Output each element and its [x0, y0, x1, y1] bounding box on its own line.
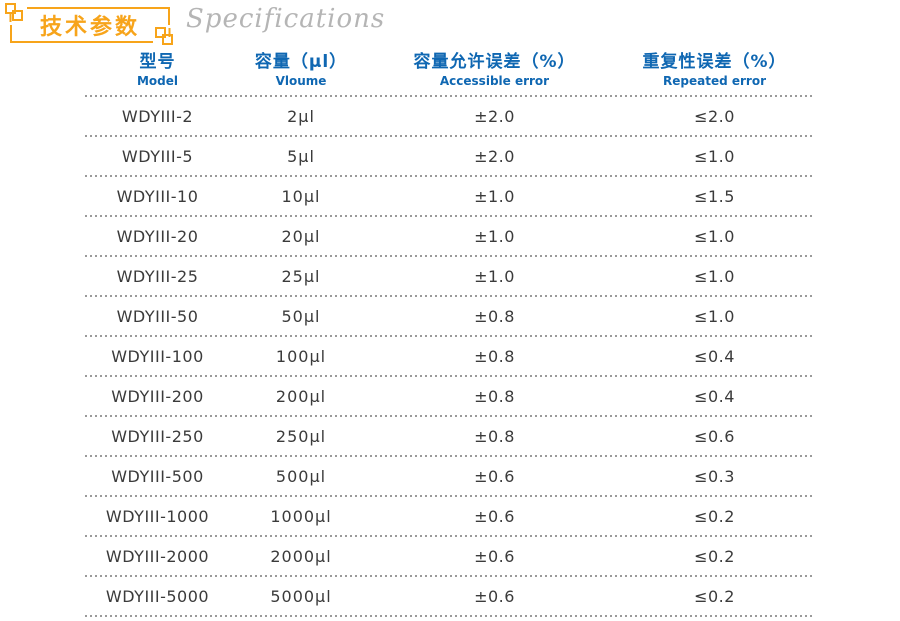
table-row: WDYIII-20 20μl ±1.0 ≤1.0 [85, 217, 812, 255]
column-header-model: 型号 Model [85, 47, 230, 88]
cell-model: WDYIII-500 [111, 466, 204, 486]
cell-repeat: ≤0.2 [694, 586, 735, 606]
fret-corner-icon [3, 1, 27, 25]
cell-tolerance: ±0.8 [474, 306, 515, 326]
table-row: WDYIII-250 250μl ±0.8 ≤0.6 [85, 417, 812, 455]
cell-volume: 500μl [275, 466, 327, 486]
section-title-badge: 技术参数 [3, 1, 177, 49]
cell-volume: 2μl [287, 106, 315, 126]
row-divider [85, 455, 812, 457]
row-divider [85, 575, 812, 577]
cell-model: WDYIII-20 [116, 226, 199, 246]
row-divider [85, 375, 812, 377]
cell-volume: 1000μl [270, 506, 332, 526]
cell-tolerance: ±0.6 [474, 586, 515, 606]
cell-model: WDYIII-10 [116, 186, 199, 206]
table-row: WDYIII-2 2μl ±2.0 ≤2.0 [85, 97, 812, 135]
cell-model: WDYIII-200 [111, 386, 204, 406]
cell-model: WDYIII-50 [116, 306, 199, 326]
cell-model: WDYIII-1000 [105, 506, 210, 526]
cell-repeat: ≤1.5 [694, 186, 735, 206]
cell-repeat: ≤0.2 [694, 506, 735, 526]
row-divider [85, 495, 812, 497]
table-row: WDYIII-100 100μl ±0.8 ≤0.4 [85, 337, 812, 375]
cell-volume: 100μl [275, 346, 327, 366]
row-divider [85, 295, 812, 297]
cell-tolerance: ±0.6 [474, 546, 515, 566]
column-header-en: Vloume [275, 74, 327, 88]
table-row: WDYIII-10 10μl ±1.0 ≤1.5 [85, 177, 812, 215]
table-header-row: 型号 Model 容量（μl） Vloume 容量允许误差（%） Accessi… [85, 45, 812, 95]
cell-model: WDYIII-100 [111, 346, 204, 366]
column-header-accessible-error: 容量允许误差（%） Accessible error [372, 47, 617, 88]
column-header-en: Model [136, 74, 179, 88]
row-divider [85, 255, 812, 257]
cell-repeat: ≤1.0 [694, 146, 735, 166]
section-title: 技术参数 [39, 15, 140, 40]
cell-repeat: ≤1.0 [694, 266, 735, 286]
cell-repeat: ≤1.0 [694, 226, 735, 246]
cell-volume: 5000μl [270, 586, 332, 606]
cell-volume: 200μl [275, 386, 327, 406]
row-divider [85, 335, 812, 337]
cell-repeat: ≤0.4 [694, 346, 735, 366]
column-header-repeated-error: 重复性误差（%） Repeated error [617, 47, 812, 88]
row-divider [85, 215, 812, 217]
table-row: WDYIII-5000 5000μl ±0.6 ≤0.2 [85, 577, 812, 615]
row-divider [85, 535, 812, 537]
column-header-cn: 容量（μl） [254, 52, 348, 72]
column-header-cn: 容量允许误差（%） [413, 52, 576, 72]
column-header-volume: 容量（μl） Vloume [230, 47, 372, 88]
specs-table: 型号 Model 容量（μl） Vloume 容量允许误差（%） Accessi… [85, 45, 812, 617]
cell-tolerance: ±1.0 [474, 186, 515, 206]
cell-repeat: ≤0.2 [694, 546, 735, 566]
row-divider [85, 135, 812, 137]
cell-repeat: ≤0.4 [694, 386, 735, 406]
cell-volume: 10μl [281, 186, 321, 206]
table-row: WDYIII-50 50μl ±0.8 ≤1.0 [85, 297, 812, 335]
cell-volume: 2000μl [270, 546, 332, 566]
cell-tolerance: ±1.0 [474, 266, 515, 286]
cell-tolerance: ±0.6 [474, 506, 515, 526]
cell-volume: 25μl [281, 266, 321, 286]
table-row: WDYIII-5 5μl ±2.0 ≤1.0 [85, 137, 812, 175]
cell-volume: 50μl [281, 306, 321, 326]
cell-model: WDYIII-25 [116, 266, 199, 286]
cell-tolerance: ±0.8 [474, 386, 515, 406]
cell-tolerance: ±0.6 [474, 466, 515, 486]
table-row: WDYIII-200 200μl ±0.8 ≤0.4 [85, 377, 812, 415]
cell-tolerance: ±1.0 [474, 226, 515, 246]
table-row: WDYIII-2000 2000μl ±0.6 ≤0.2 [85, 537, 812, 575]
table-row: WDYIII-500 500μl ±0.6 ≤0.3 [85, 457, 812, 495]
cell-repeat: ≤1.0 [694, 306, 735, 326]
table-row: WDYIII-1000 1000μl ±0.6 ≤0.2 [85, 497, 812, 535]
cell-volume: 250μl [275, 426, 327, 446]
cell-tolerance: ±2.0 [474, 106, 515, 126]
cell-volume: 20μl [281, 226, 321, 246]
cell-repeat: ≤0.3 [694, 466, 735, 486]
column-header-en: Repeated error [663, 74, 766, 88]
cell-model: WDYIII-250 [111, 426, 204, 446]
row-divider [85, 415, 812, 417]
row-divider [85, 175, 812, 177]
cell-model: WDYIII-2000 [105, 546, 210, 566]
cell-repeat: ≤0.6 [694, 426, 735, 446]
cell-tolerance: ±2.0 [474, 146, 515, 166]
cell-model: WDYIII-5 [121, 146, 194, 166]
table-row: WDYIII-25 25μl ±1.0 ≤1.0 [85, 257, 812, 295]
cell-volume: 5μl [287, 146, 315, 166]
cell-repeat: ≤2.0 [694, 106, 735, 126]
row-divider [85, 95, 812, 97]
cell-model: WDYIII-5000 [105, 586, 210, 606]
fret-corner-icon [153, 25, 177, 49]
column-header-cn: 型号 [139, 52, 176, 72]
column-header-en: Accessible error [439, 74, 550, 88]
cell-model: WDYIII-2 [121, 106, 194, 126]
column-header-cn: 重复性误差（%） [642, 52, 787, 72]
section-subtitle: Specifications [186, 4, 386, 34]
row-divider [85, 615, 812, 617]
cell-tolerance: ±0.8 [474, 346, 515, 366]
cell-tolerance: ±0.8 [474, 426, 515, 446]
